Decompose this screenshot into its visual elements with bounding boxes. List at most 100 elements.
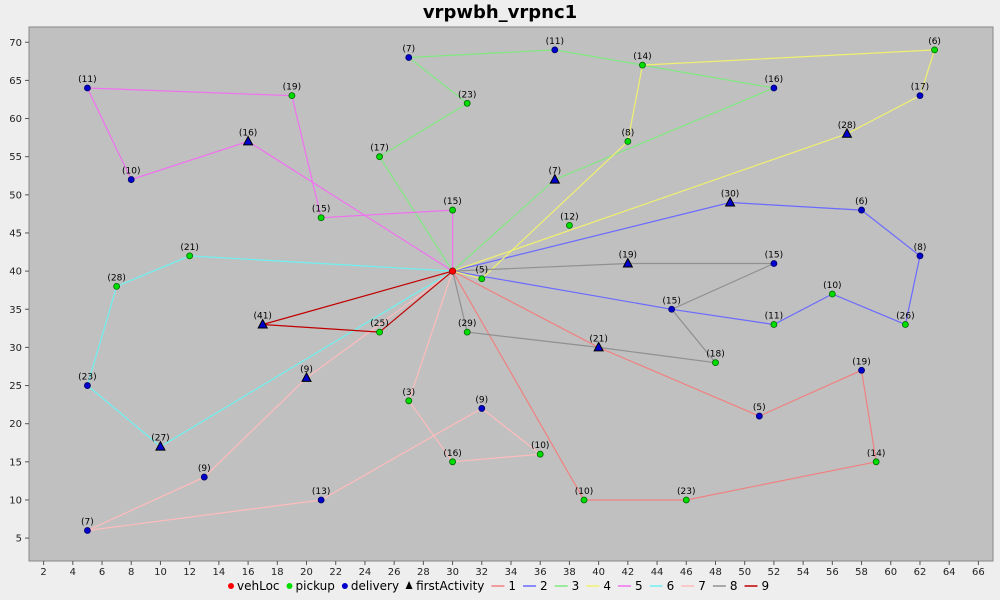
legend-vehLoc-marker (228, 583, 234, 589)
delivery-marker (317, 496, 325, 504)
point-label: (7) (81, 517, 94, 527)
point-label: (3) (402, 388, 415, 398)
route-1-line (452, 270, 877, 501)
point-label: (9) (300, 365, 313, 375)
point-label: (11) (546, 37, 564, 47)
delivery-marker (858, 366, 865, 374)
point-label: (23) (78, 373, 96, 383)
point-label: (19) (619, 250, 637, 260)
legend-6-label: 6 (667, 579, 675, 593)
first-activity-marker (622, 257, 634, 268)
legend-9-label: 9 (762, 579, 770, 593)
x-tick-label: 18 (271, 567, 284, 578)
first-activity-marker (257, 318, 269, 329)
pickup-marker (624, 138, 632, 145)
first-activity-marker (841, 127, 853, 138)
delivery-marker (916, 92, 924, 100)
route-5-line (86, 87, 454, 272)
x-tick-label: 6 (99, 567, 105, 578)
x-tick-label: 50 (738, 567, 751, 578)
y-tick-label: 65 (9, 76, 22, 87)
pickup-marker (376, 328, 383, 336)
x-tick-label: 52 (768, 567, 781, 578)
pickup-marker (580, 496, 588, 504)
delivery-marker (127, 176, 135, 183)
point-label: (17) (911, 83, 929, 93)
delivery-marker (858, 206, 865, 214)
delivery-marker (84, 84, 91, 92)
point-label: (29) (458, 319, 476, 329)
legend-7-label: 7 (698, 579, 706, 593)
point-label: (15) (765, 250, 783, 260)
chart-title: vrpwbh_vrpnc1 (422, 2, 578, 23)
route-9-line (262, 270, 453, 333)
y-tick-label: 20 (9, 419, 22, 430)
point-label: (15) (312, 205, 330, 215)
point-label: (9) (475, 395, 488, 405)
x-tick-label: 30 (446, 567, 459, 578)
x-tick-label: 44 (651, 567, 664, 578)
delivery-marker (755, 412, 763, 420)
pickup-marker (317, 214, 325, 222)
pickup-marker (901, 321, 909, 328)
x-tick-label: 34 (505, 567, 518, 578)
legend-pickup-marker (286, 583, 293, 589)
legend-delivery-label: delivery (351, 579, 399, 593)
pickup-marker (770, 321, 778, 328)
point-label: (19) (852, 357, 870, 367)
pickup-marker (872, 458, 880, 466)
point-label: (5) (753, 403, 766, 413)
point-label: (16) (239, 128, 257, 138)
pickup-marker (931, 46, 938, 54)
delivery-marker (770, 260, 778, 267)
legend-firstActivity-marker (405, 581, 413, 589)
pickup-marker (682, 496, 690, 504)
y-tick-label: 25 (9, 381, 22, 392)
point-label: (11) (765, 312, 783, 322)
pickup-marker (449, 206, 456, 214)
point-label: (8) (621, 128, 634, 138)
point-label: (21) (589, 334, 607, 344)
point-label: (17) (370, 144, 388, 154)
y-tick-label: 5 (16, 534, 22, 545)
first-activity-marker (155, 440, 166, 451)
pickup-marker (186, 252, 194, 260)
point-label: (26) (896, 312, 914, 322)
pickup-marker (463, 328, 471, 336)
point-label: (7) (548, 167, 561, 177)
point-label: (25) (370, 319, 388, 329)
x-tick-label: 14 (213, 567, 226, 578)
y-tick-label: 50 (9, 190, 22, 201)
x-tick-label: 22 (329, 567, 342, 578)
y-tick-label: 30 (9, 343, 22, 354)
first-activity-marker (549, 173, 561, 184)
legend-delivery-marker (341, 583, 348, 589)
plot-area (28, 26, 994, 562)
x-tick-label: 2 (40, 567, 46, 578)
delivery-marker (551, 46, 559, 54)
pickup-marker (566, 221, 573, 229)
first-activity-marker (301, 371, 312, 382)
first-activity-marker (242, 135, 254, 146)
x-tick-label: 66 (972, 567, 985, 578)
x-tick-label: 26 (388, 567, 401, 578)
x-tick-label: 58 (855, 567, 868, 578)
point-label: (28) (107, 273, 125, 283)
point-label: (41) (253, 312, 271, 322)
pickup-marker (639, 61, 646, 69)
point-label: (23) (677, 487, 695, 497)
y-tick-label: 15 (9, 457, 22, 468)
pickup-marker (288, 92, 296, 100)
legend-vehLoc-label: vehLoc (237, 579, 280, 593)
point-label: (16) (765, 75, 783, 85)
point-label: (6) (855, 197, 868, 207)
point-label: (5) (475, 266, 488, 276)
first-activity-marker (593, 341, 604, 352)
first-activity-marker (724, 196, 736, 207)
delivery-marker (84, 382, 91, 389)
point-label: (10) (122, 167, 140, 177)
x-tick-label: 24 (359, 567, 372, 578)
point-label: (14) (633, 52, 651, 62)
x-tick-label: 38 (563, 567, 576, 578)
pickup-marker (449, 458, 456, 466)
